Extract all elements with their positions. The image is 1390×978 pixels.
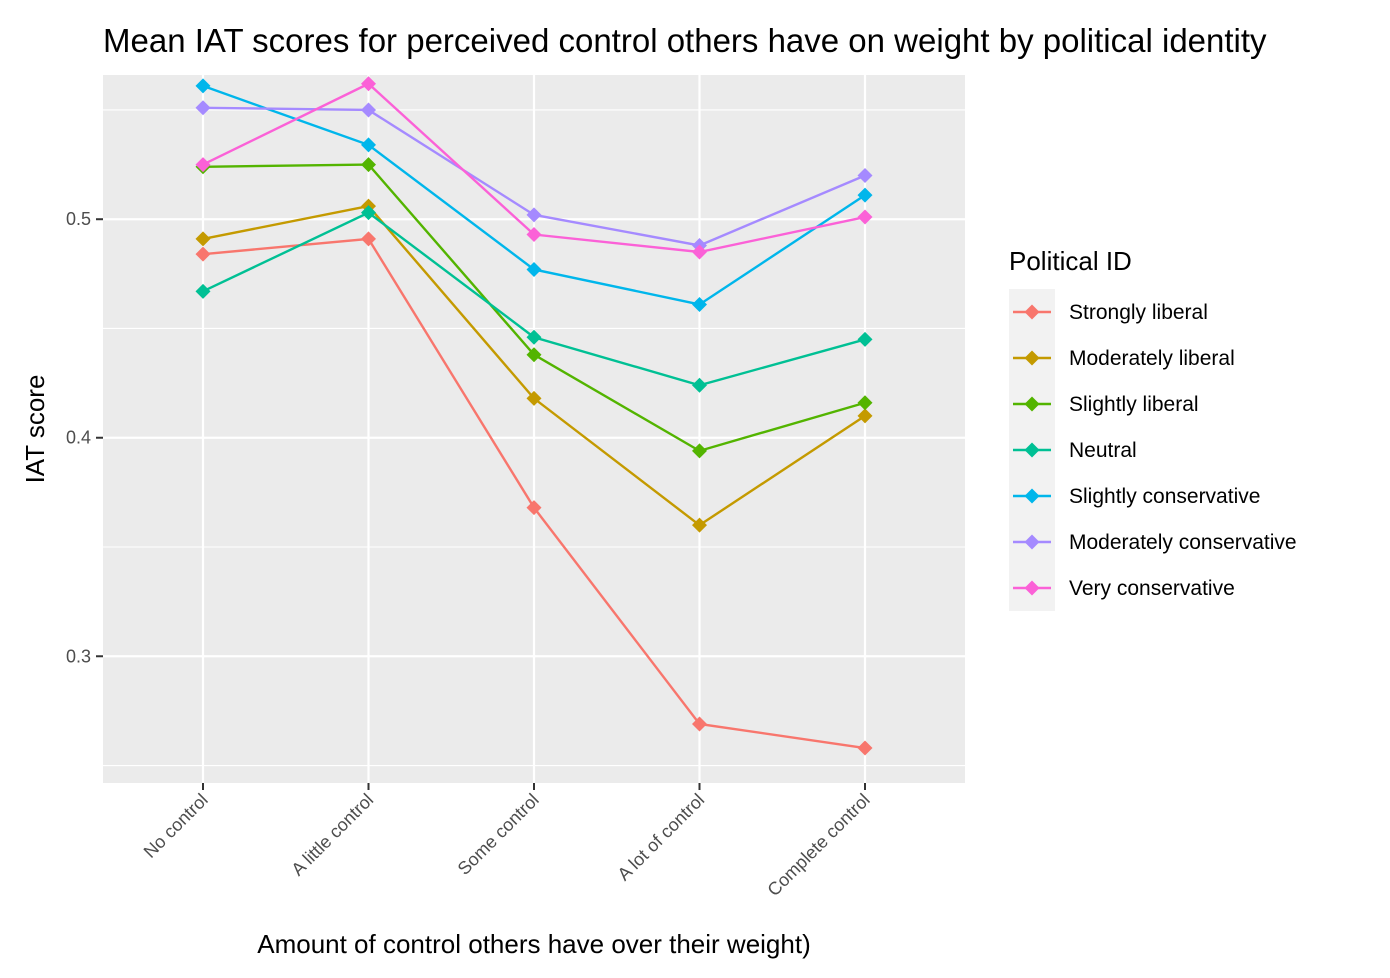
legend-key-marker	[1024, 350, 1040, 366]
legend-key-marker	[1024, 580, 1040, 596]
y-tick-label: 0.3	[66, 646, 91, 666]
x-tick-label: A lot of control	[614, 790, 709, 885]
data-point	[857, 187, 873, 203]
data-point	[361, 231, 376, 247]
data-point	[692, 377, 707, 393]
chart-title: Mean IAT scores for perceived control ot…	[103, 22, 1267, 59]
x-tick-label: Complete control	[763, 790, 873, 900]
data-point	[692, 517, 707, 533]
legend: Political ID Strongly liberal Moderately …	[1009, 246, 1297, 611]
x-tick-label: Some control	[454, 790, 543, 879]
legend-key-marker	[1024, 488, 1040, 504]
data-point	[857, 331, 873, 347]
data-point	[361, 137, 376, 153]
x-tick-label: A little control	[287, 790, 377, 880]
data-point	[857, 740, 873, 756]
data-point	[526, 227, 542, 243]
y-axis-title: IAT score	[20, 375, 50, 484]
data-point	[692, 296, 707, 312]
legend-title: Political ID	[1009, 246, 1132, 276]
legend-items: Strongly liberal Moderately liberal Slight…	[1013, 301, 1297, 600]
data-point	[526, 329, 542, 345]
legend-label: Very conservative	[1069, 577, 1235, 600]
legend-label: Neutral	[1069, 439, 1137, 462]
series-layer	[195, 76, 873, 756]
major-gridlines	[103, 75, 965, 783]
data-point	[195, 157, 211, 173]
data-point	[857, 168, 873, 184]
legend-key-marker	[1024, 442, 1040, 458]
data-point	[857, 408, 873, 424]
y-tick-label: 0.4	[66, 428, 91, 448]
data-point	[195, 246, 211, 262]
legend-label: Slightly liberal	[1069, 393, 1199, 416]
data-point	[361, 76, 376, 92]
data-point	[857, 395, 873, 411]
data-point	[195, 283, 211, 299]
data-point	[195, 231, 211, 247]
data-point	[195, 100, 211, 116]
legend-label: Moderately conservative	[1069, 531, 1297, 554]
data-point	[692, 716, 707, 732]
x-axis: No control A little control Some control A …	[140, 783, 874, 900]
data-point	[526, 390, 542, 406]
data-point	[526, 261, 542, 277]
data-point	[526, 500, 542, 516]
x-tick-label: No control	[140, 790, 212, 862]
data-point	[361, 102, 376, 118]
data-point	[195, 78, 211, 94]
legend-key-marker	[1024, 534, 1040, 550]
data-point	[857, 209, 873, 225]
data-point	[526, 347, 542, 363]
legend-label: Moderately liberal	[1069, 347, 1235, 370]
data-point	[361, 157, 376, 173]
y-tick-label: 0.5	[66, 209, 91, 229]
y-axis: 0.3 0.4 0.5	[66, 209, 103, 666]
data-point	[692, 244, 707, 260]
data-point	[361, 205, 376, 221]
legend-label: Strongly liberal	[1069, 301, 1208, 324]
data-point	[526, 207, 542, 223]
data-point	[692, 443, 707, 459]
legend-key-marker	[1024, 396, 1040, 412]
legend-key-marker	[1024, 304, 1040, 320]
legend-label: Slightly conservative	[1069, 485, 1260, 508]
x-axis-title: Amount of control others have over their…	[257, 929, 811, 959]
